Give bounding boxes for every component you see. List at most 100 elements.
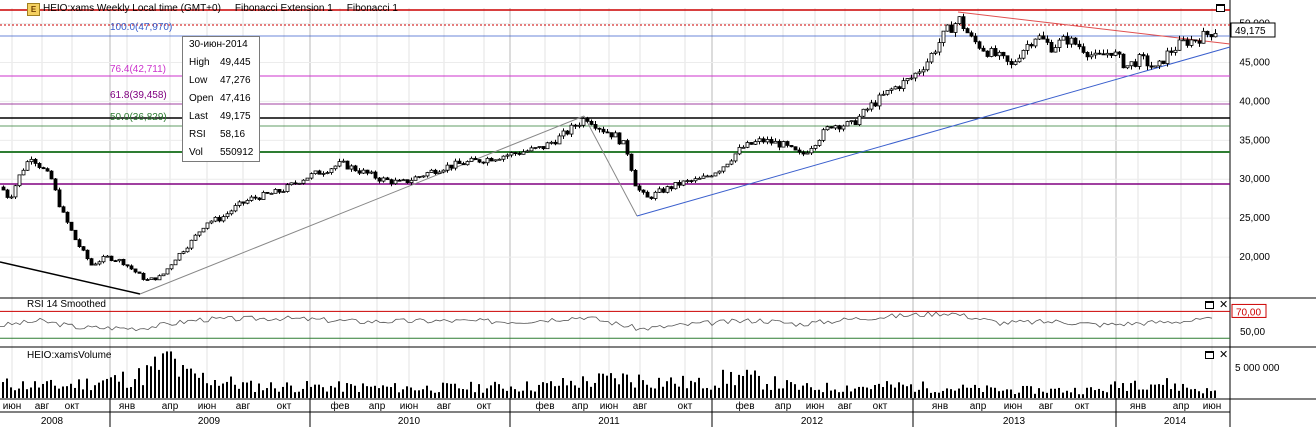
candle-body (1173, 49, 1178, 53)
volume-bar (18, 388, 20, 398)
volume-bar (210, 385, 212, 398)
candle-body (513, 152, 518, 155)
candle-body (989, 48, 994, 57)
rsi-pane-maximize-button[interactable] (1205, 301, 1214, 309)
candle-body (181, 251, 186, 254)
rsi-pane-close-icon[interactable]: ✕ (1219, 299, 1229, 311)
volume-bar (550, 381, 552, 398)
fib-extension-leg-2 (583, 115, 638, 217)
fib-extension-menu[interactable]: Fibonacci Extension 1 (234, 3, 333, 14)
volume-bar (530, 390, 532, 398)
month-label: янв (1130, 401, 1146, 412)
candle-body (81, 246, 86, 251)
instrument-title[interactable]: HEIO:xams Weekly Local time (GMT+0) (43, 3, 221, 14)
volume-bar (1194, 388, 1196, 398)
volume-bar (174, 358, 176, 398)
volume-bar (902, 384, 904, 398)
volume-bar (982, 392, 984, 398)
volume-bar (578, 387, 580, 398)
instrument-icon[interactable]: E (27, 3, 40, 16)
volume-bar (138, 368, 140, 398)
candle-body (577, 124, 582, 127)
volume-bar (50, 379, 52, 398)
candle-body (649, 196, 654, 199)
candle-body (633, 169, 638, 187)
volume-bar (814, 390, 816, 398)
candle-body (301, 179, 306, 184)
volume-bar (230, 376, 232, 398)
volume-bar (810, 387, 812, 398)
candle-body (705, 175, 710, 178)
volume-bar (466, 389, 468, 398)
volume-bar (322, 387, 324, 398)
year-label: 2008 (41, 416, 64, 427)
volume-bar (30, 387, 32, 398)
candle-body (1085, 52, 1090, 58)
volume-bar (1018, 392, 1020, 398)
price-tick-label: 30,000 (1239, 174, 1270, 185)
volume-bar (58, 388, 60, 398)
candle-body (429, 169, 434, 173)
volume-bar (914, 391, 916, 398)
volume-bar (978, 388, 980, 398)
volume-bar (730, 371, 732, 398)
volume-bar (238, 388, 240, 398)
volume-bar (566, 385, 568, 398)
candle-body (101, 256, 106, 263)
candle-body (1033, 38, 1038, 47)
month-label: окт (277, 401, 292, 412)
candle-body (241, 201, 246, 204)
volume-bar (826, 382, 828, 398)
volume-bar (86, 378, 88, 398)
volume-bar (754, 370, 756, 398)
volume-bar (42, 383, 44, 398)
candle-body (481, 161, 486, 164)
rsi-pane-title[interactable]: RSI 14 Smoothed (27, 299, 106, 310)
candle-body (733, 153, 738, 162)
candle-body (1057, 39, 1062, 48)
candle-body (561, 130, 566, 137)
candle-body (1121, 53, 1126, 69)
month-label: авг (437, 401, 452, 412)
year-label: 2013 (1003, 416, 1026, 427)
candle-body (997, 51, 1002, 57)
volume-bar (594, 382, 596, 398)
volume-bar (842, 391, 844, 398)
volume-bar (390, 387, 392, 398)
volume-bar (870, 389, 872, 398)
volume-bar (482, 392, 484, 398)
candle-body (745, 142, 750, 148)
volume-pane-close-icon[interactable]: ✕ (1219, 349, 1229, 361)
fibonacci-menu[interactable]: Fibonacci 1 (346, 3, 398, 14)
main-pane-maximize-button[interactable] (1216, 4, 1225, 12)
volume-bar (22, 381, 24, 398)
volume-bar (830, 390, 832, 398)
volume-bar (910, 384, 912, 398)
volume-bar (498, 384, 500, 398)
candle-body (1061, 36, 1066, 41)
volume-bar (438, 392, 440, 398)
volume-bar (934, 392, 936, 398)
volume-bar (1046, 392, 1048, 398)
year-label: 2009 (198, 416, 221, 427)
candle-body (17, 174, 22, 187)
volume-bar (626, 374, 628, 398)
candle-body (137, 271, 142, 274)
candle-body (245, 200, 250, 204)
candle-body (21, 169, 26, 176)
volume-bar (290, 385, 292, 398)
volume-bar (246, 382, 248, 398)
volume-pane-maximize-button[interactable] (1205, 351, 1214, 359)
volume-bar (514, 389, 516, 398)
candle-body (609, 132, 614, 138)
volume-bar (906, 386, 908, 398)
volume-bar (618, 384, 620, 398)
candle-body (1029, 44, 1034, 47)
candle-body (237, 201, 242, 206)
volume-bar (334, 387, 336, 398)
month-label: апр (162, 401, 179, 412)
candle-body (161, 273, 166, 277)
volume-bar (522, 390, 524, 398)
volume-bar (462, 389, 464, 398)
